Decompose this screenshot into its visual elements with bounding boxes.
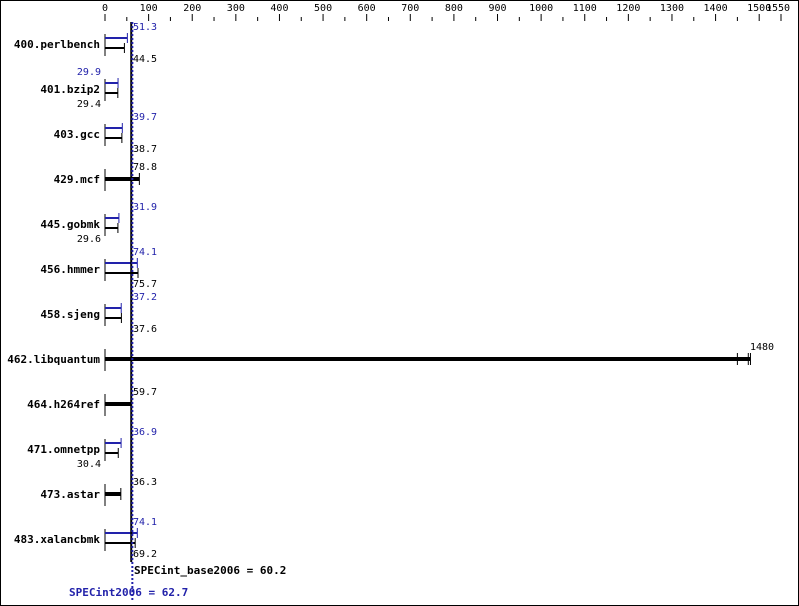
base-value-label: 44.5 [133, 54, 157, 65]
category-label: 471.omnetpp [27, 443, 100, 456]
base-value-label: 38.7 [133, 144, 157, 155]
x-tick-label: 400 [270, 3, 288, 14]
x-tick-label: 600 [358, 3, 376, 14]
base-value-label: 29.6 [77, 234, 101, 245]
x-tick-label: 200 [183, 3, 201, 14]
category-label: 429.mcf [54, 173, 100, 186]
base-value-label: 69.2 [133, 549, 157, 560]
x-tick-label: 1200 [616, 3, 640, 14]
peak-value-label: 74.1 [133, 517, 157, 528]
x-tick-label: 0 [102, 3, 108, 14]
base-value-label: 37.6 [133, 324, 157, 335]
x-tick-label: 1550 [766, 3, 790, 14]
peak-value-label: 37.2 [133, 292, 157, 303]
x-tick-label: 700 [401, 3, 419, 14]
x-tick-label: 300 [227, 3, 245, 14]
base-value-label: 29.4 [77, 99, 101, 110]
category-label: 462.libquantum [7, 353, 100, 366]
peak-mean-label: SPECint2006 = 62.7 [69, 586, 188, 599]
category-label: 403.gcc [54, 128, 100, 141]
peak-value-label: 36.9 [133, 427, 157, 438]
x-tick-label: 500 [314, 3, 332, 14]
category-label: 458.sjeng [40, 308, 100, 321]
x-tick-label: 1500 [747, 3, 771, 14]
x-tick-label: 900 [488, 3, 506, 14]
peak-value-label: 31.9 [133, 202, 157, 213]
x-tick-label: 1400 [704, 3, 728, 14]
x-tick-label: 100 [140, 3, 158, 14]
x-tick-label: 1300 [660, 3, 684, 14]
category-label: 445.gobmk [40, 218, 100, 231]
category-label: 400.perlbench [14, 38, 100, 51]
category-label: 483.xalancbmk [14, 533, 100, 546]
x-tick-label: 1100 [573, 3, 597, 14]
category-label: 401.bzip2 [40, 83, 100, 96]
peak-value-label: 29.9 [77, 67, 101, 78]
base-mean-label: SPECint_base2006 = 60.2 [134, 564, 286, 577]
category-label: 456.hmmer [40, 263, 100, 276]
base-value-label: 30.4 [77, 459, 101, 470]
value-label: 36.3 [133, 477, 157, 488]
peak-value-label: 74.1 [133, 247, 157, 258]
value-label: 59.7 [133, 387, 157, 398]
value-label: 1480 [750, 342, 774, 353]
category-label: 464.h264ref [27, 398, 100, 411]
value-label: 78.8 [133, 162, 157, 173]
base-value-label: 75.7 [133, 279, 157, 290]
category-label: 473.astar [40, 488, 100, 501]
x-tick-label: 800 [445, 3, 463, 14]
peak-value-label: 39.7 [133, 112, 157, 123]
x-tick-label: 1000 [529, 3, 553, 14]
peak-value-label: 51.3 [133, 22, 157, 33]
